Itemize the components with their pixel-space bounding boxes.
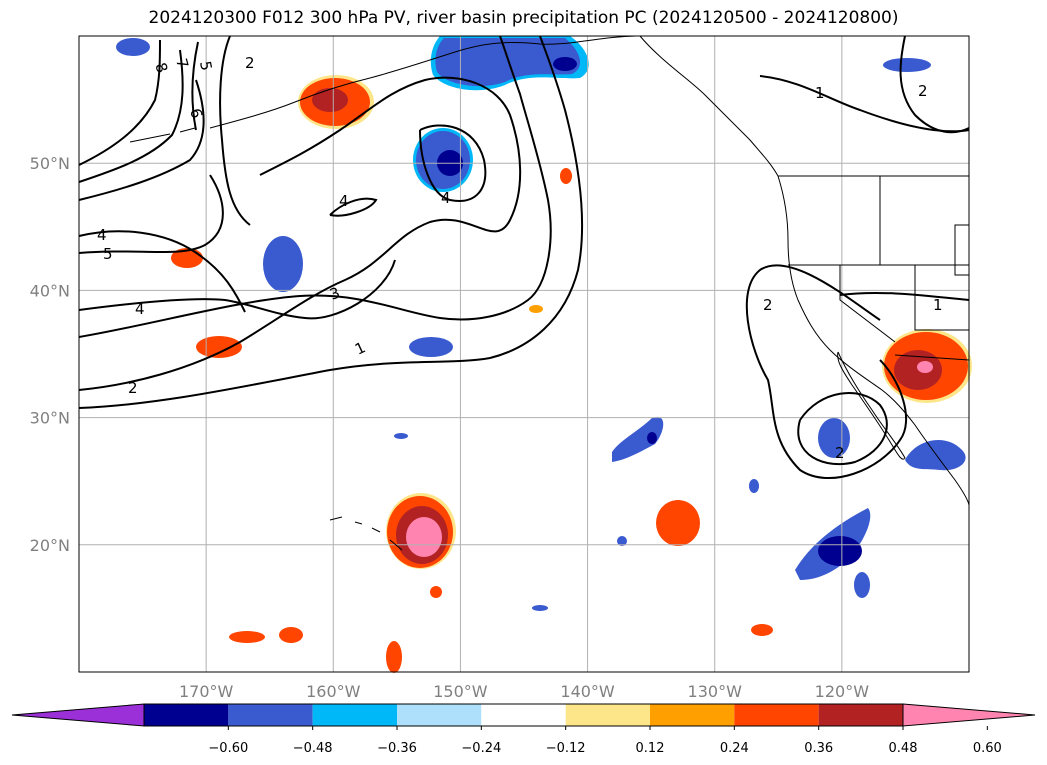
colorbar-tick-label: 0.48 <box>889 741 918 756</box>
precip-blob-small <box>196 336 242 358</box>
lat-tick-label: 30°N <box>30 409 70 428</box>
colorbar-tick-label: −0.36 <box>377 741 417 756</box>
lon-tick-label: 160°W <box>306 682 361 701</box>
precip-blob-small <box>386 641 402 673</box>
precip-blob-small <box>279 627 303 643</box>
colorbar-tick-label: 0.36 <box>804 741 833 756</box>
colorbar-tick-label: −0.60 <box>208 741 248 756</box>
precip-blob-socal <box>882 329 972 403</box>
colorbar-extend-high <box>903 704 1035 726</box>
colorbar: −0.60 −0.48 −0.36 −0.24 −0.12 0.12 0.24 0.36 0.4… <box>12 704 1035 756</box>
lon-tick-label: 130°W <box>688 682 743 701</box>
precip-blob-small <box>751 624 773 636</box>
lon-tick-label: 120°W <box>815 682 870 701</box>
precip-blob-east-pacific <box>656 500 700 546</box>
precip-blob-north-pacific <box>413 128 473 192</box>
lat-tick-label: 50°N <box>30 154 70 173</box>
latitude-labels: 20°N 30°N 40°N 50°N <box>30 154 70 555</box>
precip-blob-aleutian <box>298 75 374 129</box>
colorbar-segment <box>734 704 818 726</box>
colorbar-segment <box>481 704 565 726</box>
colorbar-segment <box>313 704 397 726</box>
precip-blob-neg <box>263 236 303 292</box>
pv-label-5: 5 <box>103 245 113 263</box>
pv-label-4: 4 <box>135 300 145 318</box>
pv-label-2: 2 <box>128 379 138 397</box>
lon-tick-label: 170°W <box>179 682 234 701</box>
colorbar-tick-label: 0.12 <box>636 741 665 756</box>
lon-tick-label: 140°W <box>560 682 615 701</box>
colorbar-tick-label: 0.24 <box>720 741 749 756</box>
colorbar-segment <box>566 704 650 726</box>
precip-blob-neg <box>394 433 408 439</box>
colorbar-segment <box>650 704 734 726</box>
precip-blob-small <box>430 586 442 598</box>
longitude-labels: 170°W 160°W 150°W 140°W 130°W 120°W <box>179 682 869 701</box>
precip-blob-neg <box>532 605 548 611</box>
precip-blob-neg <box>854 572 870 598</box>
pv-label-4: 4 <box>97 226 107 244</box>
pv-label-2: 2 <box>763 296 773 314</box>
pv-label-1: 1 <box>933 296 943 314</box>
precip-blob-neg <box>116 38 150 56</box>
precip-blob-neg <box>818 418 850 458</box>
precip-blob-small <box>529 305 543 313</box>
lat-tick-label: 40°N <box>30 281 70 300</box>
pv-label-2: 2 <box>835 444 845 462</box>
pv-label-2: 2 <box>245 54 255 72</box>
colorbar-segment <box>397 704 481 726</box>
precip-blob-small <box>560 168 572 184</box>
colorbar-segment <box>228 704 312 726</box>
colorbar-segment <box>144 704 228 726</box>
pv-label-4: 4 <box>441 189 451 207</box>
colorbar-tick-label: 0.60 <box>973 741 1002 756</box>
colorbar-tick-label: −0.12 <box>546 741 586 756</box>
precip-blob-neg <box>409 337 453 357</box>
pv-label-1: 1 <box>815 84 825 102</box>
lon-tick-label: 150°W <box>433 682 488 701</box>
precip-blob-neg <box>749 479 759 493</box>
lat-tick-label: 20°N <box>30 536 70 555</box>
colorbar-extend-low <box>12 704 144 726</box>
colorbar-tick-label: −0.24 <box>461 741 501 756</box>
colorbar-segment <box>819 704 903 726</box>
pv-precipitation-map: 1 1 1 2 2 2 2 2 3 4 4 4 4 5 5 6 7 8 20°N… <box>0 0 1047 765</box>
precip-blob-hawaii <box>386 493 456 569</box>
map-panel[interactable]: 1 1 1 2 2 2 2 2 3 4 4 4 4 5 5 6 7 8 <box>79 36 972 673</box>
pv-label-2: 2 <box>918 82 928 100</box>
precip-blob-small <box>229 631 265 643</box>
pv-label-4: 4 <box>339 192 349 210</box>
colorbar-tick-label: −0.48 <box>293 741 333 756</box>
precip-blob-neg <box>883 58 931 72</box>
